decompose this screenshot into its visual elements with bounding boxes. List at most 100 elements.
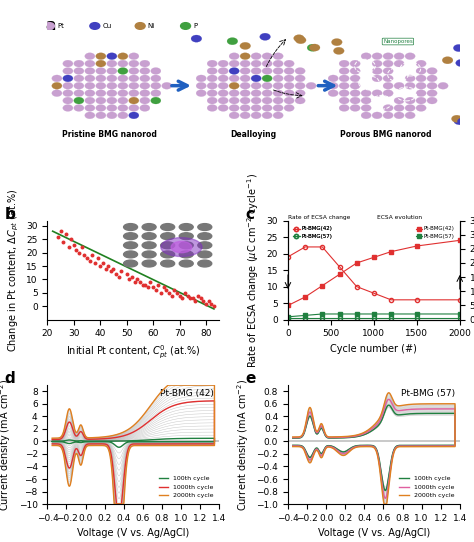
Circle shape [328, 82, 338, 89]
Circle shape [196, 75, 206, 82]
Circle shape [107, 82, 117, 89]
1000th cycle [49, 436, 55, 443]
Circle shape [383, 75, 393, 82]
Point [109, 264, 117, 273]
Circle shape [372, 112, 382, 119]
Circle shape [229, 60, 239, 67]
Legend: 100th cycle, 1000th cycle, 2000th cycle: 100th cycle, 1000th cycle, 2000th cycle [156, 474, 216, 501]
Circle shape [307, 44, 318, 51]
Y-axis label: Current density (mA cm$^{-2}$): Current density (mA cm$^{-2}$) [235, 378, 251, 511]
Point [57, 227, 64, 236]
Circle shape [85, 75, 95, 82]
Circle shape [295, 90, 305, 96]
Point [205, 296, 212, 305]
Point [152, 286, 160, 294]
Circle shape [118, 97, 128, 104]
Circle shape [273, 112, 283, 119]
Point [147, 278, 155, 287]
Circle shape [240, 82, 250, 89]
Circle shape [383, 105, 393, 112]
Text: Porous BMG nanorod: Porous BMG nanorod [340, 130, 431, 139]
Circle shape [339, 68, 349, 74]
Circle shape [350, 90, 360, 96]
Circle shape [295, 97, 305, 104]
Text: c: c [245, 207, 254, 222]
Circle shape [96, 105, 106, 112]
Circle shape [262, 112, 272, 119]
Circle shape [107, 112, 117, 119]
Point [81, 251, 88, 260]
Y-axis label: Rate of ECSA change ($\mu$C cm$^{-2}$ cycle$^{-1}$): Rate of ECSA change ($\mu$C cm$^{-2}$ cy… [246, 172, 261, 367]
Circle shape [350, 68, 360, 74]
Circle shape [129, 97, 139, 104]
Circle shape [229, 105, 239, 112]
Circle shape [207, 105, 217, 112]
1000th cycle [104, 435, 110, 442]
Circle shape [284, 75, 294, 82]
100th cycle [290, 435, 296, 441]
Point [168, 291, 175, 300]
Circle shape [207, 60, 217, 67]
Circle shape [229, 112, 239, 119]
Circle shape [96, 112, 106, 119]
2000th cycle [104, 433, 110, 440]
1000th cycle [92, 436, 98, 442]
Circle shape [416, 82, 426, 89]
Line: 2000th cycle: 2000th cycle [293, 393, 455, 504]
Circle shape [273, 97, 283, 104]
100th cycle [400, 411, 405, 418]
Point [115, 273, 123, 281]
Circle shape [85, 97, 95, 104]
Circle shape [74, 75, 84, 82]
Circle shape [140, 97, 150, 104]
Circle shape [262, 75, 272, 82]
Circle shape [260, 33, 271, 41]
Circle shape [361, 105, 371, 112]
Point [141, 280, 149, 289]
X-axis label: Cycle number (#): Cycle number (#) [330, 344, 417, 354]
2000th cycle [333, 434, 338, 440]
Circle shape [85, 68, 95, 74]
Circle shape [240, 105, 250, 112]
2000th cycle [92, 434, 98, 441]
2000th cycle [196, 442, 202, 449]
1000th cycle [196, 441, 202, 447]
Circle shape [207, 90, 217, 96]
Point [86, 256, 93, 265]
1000th cycle [437, 443, 443, 449]
Circle shape [218, 60, 228, 67]
Circle shape [251, 105, 261, 112]
Circle shape [240, 112, 250, 119]
Circle shape [467, 79, 474, 86]
Circle shape [107, 75, 117, 82]
Circle shape [63, 105, 73, 112]
Circle shape [107, 60, 117, 67]
Circle shape [118, 60, 128, 67]
Circle shape [251, 112, 261, 119]
Point [202, 299, 210, 308]
Circle shape [456, 60, 466, 67]
Circle shape [427, 97, 437, 104]
Text: Pt-BMG (42): Pt-BMG (42) [160, 389, 214, 398]
2000th cycle [159, 388, 164, 395]
Point [157, 288, 165, 297]
1000th cycle [383, 495, 388, 501]
1000th cycle [386, 396, 392, 403]
Circle shape [107, 90, 117, 96]
Line: 1000th cycle: 1000th cycle [52, 401, 214, 504]
Point [155, 280, 162, 289]
Circle shape [262, 90, 272, 96]
Point [78, 243, 86, 251]
Text: b: b [4, 207, 15, 222]
Circle shape [196, 90, 206, 96]
Circle shape [295, 68, 305, 74]
Text: a: a [46, 18, 56, 33]
Circle shape [96, 60, 106, 67]
Circle shape [284, 97, 294, 104]
100th cycle [211, 435, 217, 442]
Circle shape [383, 82, 393, 89]
Text: d: d [4, 371, 15, 386]
100th cycle [92, 438, 98, 444]
Circle shape [416, 105, 426, 112]
Circle shape [140, 90, 150, 96]
